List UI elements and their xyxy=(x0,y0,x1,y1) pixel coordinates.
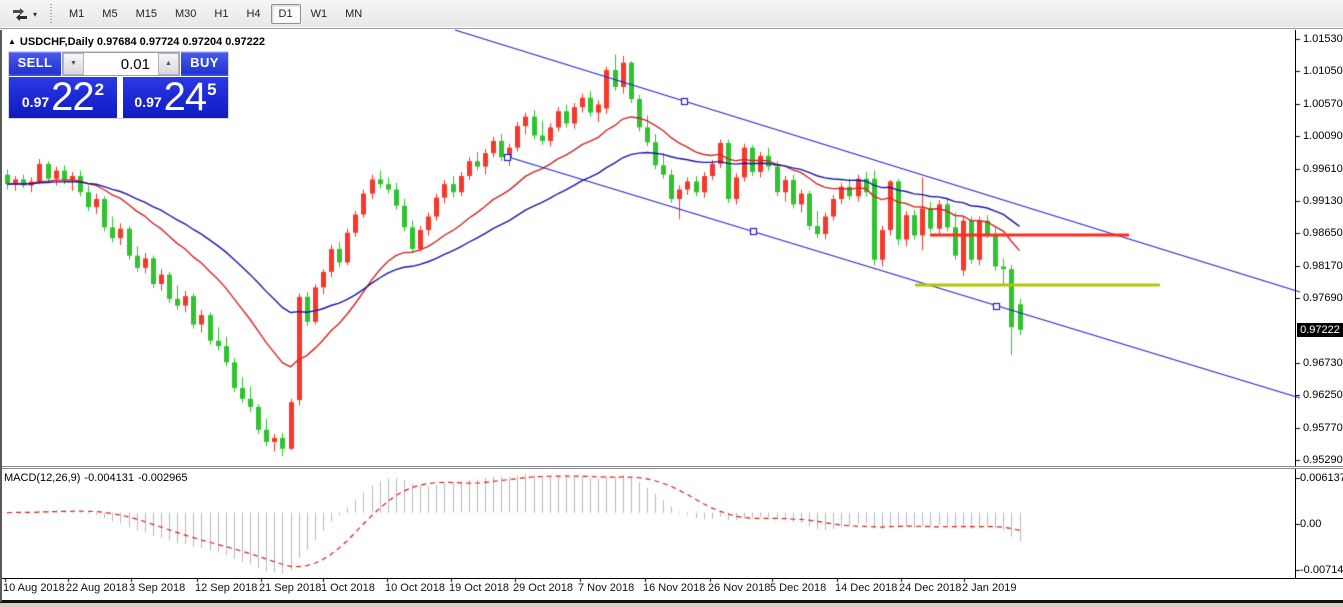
date-axis-label: 24 Dec 2018 xyxy=(899,582,962,594)
date-axis-label: 5 Dec 2018 xyxy=(770,582,827,594)
ohlc-open: 0.97684 xyxy=(96,36,137,48)
price-axis-label: 0.97690 xyxy=(1303,292,1343,305)
buy-price-big: 24 xyxy=(163,75,207,119)
chart-left-border xyxy=(0,30,2,602)
window-bottom-bar xyxy=(0,600,1343,603)
ohlc-high: 0.97724 xyxy=(139,36,180,48)
price-axis-label: 0.96730 xyxy=(1303,357,1343,369)
ohlc-low: 0.97204 xyxy=(182,36,223,48)
date-axis-label: 10 Oct 2018 xyxy=(385,582,445,594)
sell-button[interactable]: SELL xyxy=(9,52,61,76)
sell-price-prefix: 0.97 xyxy=(21,94,50,110)
macd-indicator-label: MACD(12,26,9) -0.004131 -0.002965 xyxy=(4,472,192,484)
chart-period-button[interactable]: ▾ xyxy=(8,5,40,24)
panel-divider-light xyxy=(0,467,1343,468)
volume-increase-button[interactable]: ▲ xyxy=(158,53,179,75)
buy-price-panel[interactable]: 0.97 24 5 xyxy=(123,77,228,118)
timeframes-toolbar: ▾ M1 M5 M15 M30 H1 H4 D1 W1 MN xyxy=(0,0,1343,29)
date-axis-label: 19 Oct 2018 xyxy=(449,582,509,594)
price-axis-label: 0.98170 xyxy=(1303,259,1343,272)
date-axis-label: 22 Aug 2018 xyxy=(66,582,128,594)
sell-price-panel[interactable]: 0.97 22 2 xyxy=(9,77,117,118)
date-axis-separator xyxy=(0,578,1343,579)
chart-arrows-icon xyxy=(13,7,27,21)
macd-axis-label: 0.006137 xyxy=(1300,472,1343,484)
current-price-tag: 0.97222 xyxy=(1297,322,1343,337)
macd-signal-value: -0.002965 xyxy=(137,472,188,484)
macd-value: -0.004131 xyxy=(84,472,134,484)
timeframe-buttons: M1 M5 M15 M30 H1 H4 D1 W1 MN xyxy=(60,4,371,24)
price-axis-separator xyxy=(1295,30,1296,578)
price-axis-label: 0.95290 xyxy=(1303,454,1343,467)
timeframe-button-m5[interactable]: M5 xyxy=(94,4,125,24)
collapse-panel-icon[interactable]: ▲ xyxy=(8,37,16,46)
price-axis-label: 1.00570 xyxy=(1303,97,1343,110)
timeframe-button-mn[interactable]: MN xyxy=(337,4,370,24)
ohlc-close: 0.97222 xyxy=(225,36,265,48)
macd-name: MACD(12,26,9) xyxy=(4,472,81,484)
timeframe-button-w1[interactable]: W1 xyxy=(303,4,336,24)
price-axis-label: 0.99610 xyxy=(1303,162,1343,175)
macd-axis-label: -0.007142 xyxy=(1300,564,1343,576)
buy-button[interactable]: BUY xyxy=(181,52,228,76)
window-bottom-strip xyxy=(0,603,1343,607)
price-axis-label: 0.96250 xyxy=(1303,389,1343,402)
sell-price-big: 22 xyxy=(51,75,94,119)
volume-input[interactable] xyxy=(84,53,158,75)
price-axis-label: 1.00090 xyxy=(1303,130,1343,143)
date-axis-label: 16 Nov 2018 xyxy=(643,582,706,594)
date-axis-label: 26 Nov 2018 xyxy=(708,582,771,594)
symbol-header: ▲ USDCHF,Daily 0.97684 0.97724 0.97204 0.9722… xyxy=(8,36,268,48)
macd-axis-label: 0.00 xyxy=(1300,518,1322,530)
date-axis-label: 21 Sep 2018 xyxy=(259,582,322,594)
volume-spinner: ▼ ▲ xyxy=(62,52,180,76)
panel-divider[interactable] xyxy=(0,466,1343,467)
price-axis-label: 1.01050 xyxy=(1303,65,1343,78)
buy-price-prefix: 0.97 xyxy=(134,94,162,110)
panel-divider2 xyxy=(0,468,1343,469)
price-axis-label: 1.01530 xyxy=(1303,33,1343,45)
one-click-trading-panel: SELL ▼ ▲ BUY 0.97 22 2 0.97 24 5 xyxy=(8,51,229,119)
timeframe-button-h1[interactable]: H1 xyxy=(206,4,236,24)
date-axis-label: 14 Dec 2018 xyxy=(835,582,898,594)
price-axis-label: 0.99130 xyxy=(1303,195,1343,207)
timeframe-button-d1[interactable]: D1 xyxy=(270,4,301,24)
date-axis-label: 12 Sep 2018 xyxy=(195,582,258,594)
timeframe-button-h4[interactable]: H4 xyxy=(238,4,268,24)
symbol-name: USDCHF,Daily xyxy=(19,36,94,48)
date-axis-label: 7 Nov 2018 xyxy=(578,582,635,594)
sell-price-pips: 2 xyxy=(94,80,105,99)
date-axis-label: 10 Aug 2018 xyxy=(3,582,65,594)
date-axis-label: 3 Sep 2018 xyxy=(129,582,186,594)
timeframe-button-m30[interactable]: M30 xyxy=(167,4,204,24)
date-axis-label: 1 Oct 2018 xyxy=(321,582,375,594)
price-axis-label: 0.95770 xyxy=(1303,421,1343,434)
volume-decrease-button[interactable]: ▼ xyxy=(63,53,84,75)
timeframe-button-m1[interactable]: M1 xyxy=(61,4,92,24)
date-axis-label: 2 Jan 2019 xyxy=(962,582,1017,594)
buy-price-pips: 5 xyxy=(207,80,217,99)
timeframe-button-m15[interactable]: M15 xyxy=(128,4,165,24)
price-axis-label: 0.98650 xyxy=(1303,227,1343,240)
date-axis-label: 29 Oct 2018 xyxy=(513,582,573,594)
toolbar-grip[interactable] xyxy=(48,4,55,24)
dropdown-caret-icon[interactable]: ▾ xyxy=(33,9,38,19)
